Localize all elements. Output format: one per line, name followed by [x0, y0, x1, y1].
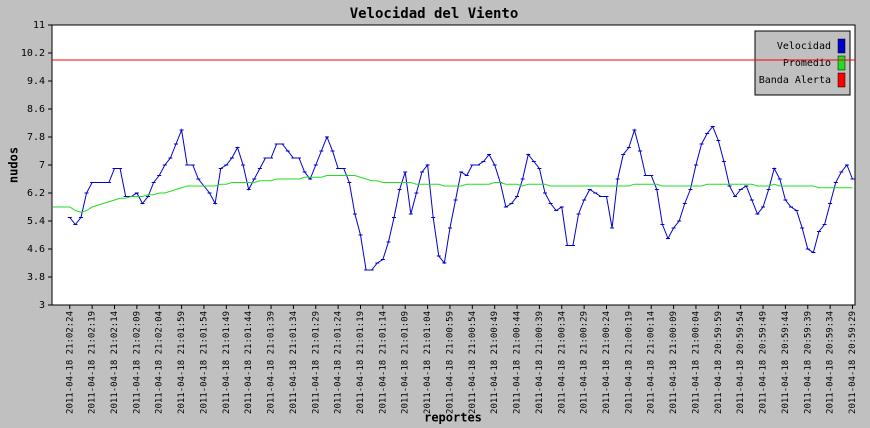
- y-tick-label: 4.6: [27, 244, 45, 255]
- x-tick-label: 2011-04-18 21:01:09: [401, 311, 411, 414]
- x-tick-label: 2011-04-18 21:00:49: [490, 311, 500, 414]
- x-tick-label: 2011-04-18 21:01:29: [311, 311, 321, 414]
- x-tick-label: 2011-04-18 21:01:19: [356, 311, 366, 414]
- chart-title: Velocidad del Viento: [350, 6, 519, 22]
- y-tick-label: 3.8: [27, 272, 45, 283]
- x-tick-label: 2011-04-18 20:59:54: [736, 311, 746, 414]
- x-tick-label: 2011-04-18 21:00:09: [669, 311, 679, 414]
- y-tick-label: 6.2: [27, 188, 45, 199]
- x-tick-label: 2011-04-18 21:01:54: [199, 311, 209, 414]
- x-tick-label: 2011-04-18 21:00:54: [468, 311, 478, 414]
- legend-label: Promedio: [783, 58, 831, 69]
- y-tick-label: 3: [39, 300, 45, 311]
- x-tick-label: 2011-04-18 21:01:59: [177, 311, 187, 414]
- y-tick-label: 7.8: [27, 132, 45, 143]
- x-tick-label: 2011-04-18 21:00:24: [602, 311, 612, 414]
- x-tick-label: 2011-04-18 20:59:44: [781, 311, 791, 414]
- x-tick-label: 2011-04-18 21:01:04: [423, 311, 433, 414]
- y-tick-label: 5.4: [27, 216, 45, 227]
- x-tick-label: 2011-04-18 21:02:19: [88, 311, 98, 414]
- x-tick-label: 2011-04-18 21:00:34: [557, 311, 567, 414]
- x-tick-label: 2011-04-18 21:00:14: [647, 311, 657, 414]
- legend-box: [754, 30, 851, 96]
- x-tick-label: 2011-04-18 20:59:59: [714, 311, 724, 414]
- x-axis-title: reportes: [424, 411, 482, 425]
- x-tick-label: 2011-04-18 21:02:24: [65, 311, 75, 414]
- y-tick-label: 9.4: [27, 76, 45, 87]
- x-tick-label: 2011-04-18 21:00:39: [535, 311, 545, 414]
- legend-swatch: [837, 72, 846, 88]
- x-tick-label: 2011-04-18 20:59:49: [759, 311, 769, 414]
- x-tick-label: 2011-04-18 21:00:29: [580, 311, 590, 414]
- x-tick-label: 2011-04-18 21:01:39: [267, 311, 277, 414]
- x-tick-label: 2011-04-18 21:02:04: [155, 311, 165, 414]
- x-tick-label: 2011-04-18 21:02:09: [132, 311, 142, 414]
- x-tick-label: 2011-04-18 21:00:04: [691, 311, 701, 414]
- x-tick-label: 2011-04-18 20:59:39: [803, 311, 813, 414]
- legend-label: Banda Alerta: [759, 75, 831, 86]
- x-tick-label: 2011-04-18 21:01:14: [378, 311, 388, 414]
- legend-swatch: [837, 38, 846, 54]
- y-tick-label: 10.2: [21, 48, 45, 59]
- x-tick-label: 2011-04-18 21:00:59: [445, 311, 455, 414]
- x-tick-label: 2011-04-18 21:00:19: [624, 311, 634, 414]
- x-tick-label: 2011-04-18 20:59:34: [826, 311, 836, 414]
- x-tick-label: 2011-04-18 21:01:34: [289, 311, 299, 414]
- legend-label: Velocidad: [777, 41, 831, 52]
- x-tick-label: 2011-04-18 21:00:44: [513, 311, 523, 414]
- legend: Velocidad Promedio Banda Alerta: [754, 30, 851, 96]
- y-tick-label: 7: [39, 160, 45, 171]
- series-line: [53, 175, 853, 213]
- x-tick-label: 2011-04-18 21:02:14: [110, 311, 120, 414]
- x-tick-label: 2011-04-18 21:01:49: [222, 311, 232, 414]
- plot-area: [51, 24, 856, 306]
- x-tick-label: 2011-04-18 20:59:29: [848, 311, 858, 414]
- y-tick-label: 11: [33, 20, 45, 31]
- legend-swatch: [837, 55, 846, 71]
- y-tick-label: 8.6: [27, 104, 45, 115]
- y-axis-title: nudos: [7, 147, 21, 183]
- x-tick-label: 2011-04-18 21:01:24: [334, 311, 344, 414]
- x-tick-label: 2011-04-18 21:01:44: [244, 311, 254, 414]
